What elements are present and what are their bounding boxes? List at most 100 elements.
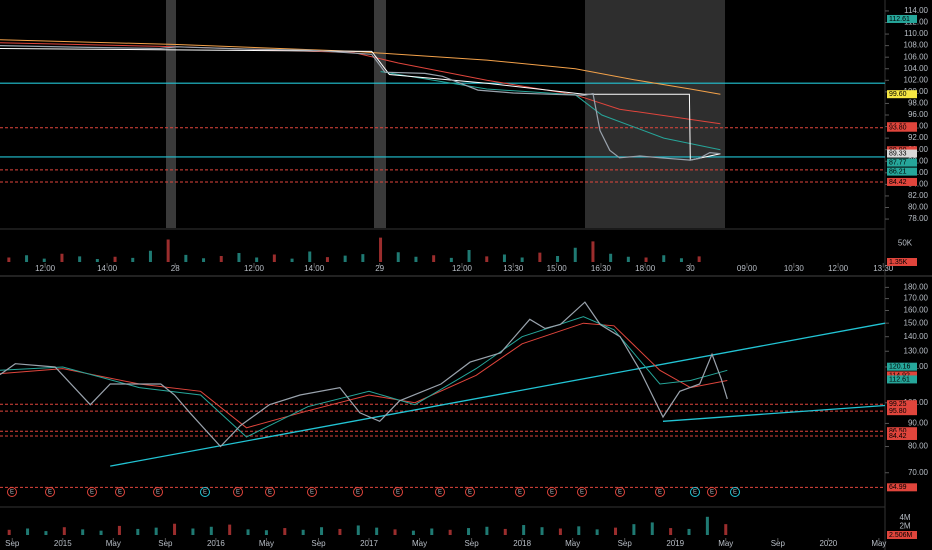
volume-bar bbox=[540, 527, 544, 535]
volume-bar bbox=[60, 253, 64, 262]
earnings-marker bbox=[435, 487, 445, 497]
earnings-label: E bbox=[438, 490, 442, 496]
earnings-marker bbox=[730, 487, 740, 497]
volume-bar bbox=[396, 252, 400, 262]
y-tick-label: 92.00 bbox=[908, 133, 929, 142]
earnings-marker bbox=[393, 487, 403, 497]
earnings-marker bbox=[87, 487, 97, 497]
price-tag bbox=[887, 483, 917, 492]
volume-bar bbox=[669, 528, 673, 535]
volume-tick-label: 2M bbox=[899, 521, 910, 530]
volume-bar bbox=[379, 237, 383, 262]
x-tick-label: 14:00 bbox=[304, 264, 325, 273]
y-tick-label: 104.00 bbox=[904, 64, 929, 73]
volume-bar bbox=[264, 530, 268, 535]
y-tick-label: 78.00 bbox=[908, 214, 929, 223]
volume-bar bbox=[301, 529, 305, 535]
x-tick-label: Sep bbox=[618, 539, 633, 548]
volume-bar bbox=[520, 257, 524, 262]
earnings-marker bbox=[655, 487, 665, 497]
volume-bar bbox=[320, 527, 324, 535]
earnings-label: E bbox=[48, 490, 52, 496]
x-tick-label: Sep bbox=[311, 539, 326, 548]
x-tick-label: 2018 bbox=[513, 539, 531, 548]
volume-bar bbox=[44, 531, 48, 535]
x-tick-label: May bbox=[412, 539, 427, 548]
price-tag-label: 84.42 bbox=[889, 433, 907, 440]
volume-bar bbox=[411, 530, 415, 535]
y-tick-label: 108.00 bbox=[904, 41, 929, 50]
volume-bar bbox=[113, 256, 117, 262]
volume-bar bbox=[308, 251, 312, 262]
x-tick-label: 14:00 bbox=[97, 264, 118, 273]
price-tag-label: 120.16 bbox=[889, 364, 911, 371]
volume-bar bbox=[237, 253, 241, 262]
y-tick-label: 90.00 bbox=[908, 145, 929, 154]
price-tag bbox=[887, 400, 917, 409]
y-tick-label: 96.00 bbox=[908, 110, 929, 119]
volume-bar bbox=[609, 253, 613, 262]
price-tag-label: 99.25 bbox=[889, 401, 907, 408]
x-tick-label: 2019 bbox=[666, 539, 684, 548]
earnings-marker bbox=[707, 487, 717, 497]
earnings-label: E bbox=[710, 490, 714, 496]
earnings-label: E bbox=[310, 490, 314, 496]
x-tick-label: 29 bbox=[375, 264, 384, 273]
volume-bar bbox=[283, 528, 287, 535]
y-tick-label: 94.00 bbox=[908, 122, 929, 131]
earnings-label: E bbox=[268, 490, 272, 496]
volume-bar bbox=[467, 528, 471, 535]
volume-bar bbox=[503, 528, 507, 535]
volume-bar bbox=[209, 526, 213, 535]
earnings-label: E bbox=[580, 490, 584, 496]
volume-bar bbox=[502, 254, 506, 262]
y-tick-label: 170.00 bbox=[904, 294, 929, 303]
volume-bar bbox=[522, 525, 526, 535]
price-tag bbox=[887, 177, 917, 186]
price-line bbox=[0, 48, 721, 161]
earnings-label: E bbox=[658, 490, 662, 496]
y-tick-label: 130.00 bbox=[904, 346, 929, 355]
earnings-marker bbox=[615, 487, 625, 497]
earnings-label: E bbox=[10, 490, 14, 496]
y-tick-label: 82.00 bbox=[908, 191, 929, 200]
earnings-label: E bbox=[90, 490, 94, 496]
volume-bar bbox=[449, 257, 453, 262]
earnings-label: E bbox=[396, 490, 400, 496]
y-tick-label: 88.00 bbox=[908, 156, 929, 165]
volume-bar bbox=[650, 522, 654, 535]
price-tag-label: 112.61 bbox=[889, 16, 910, 23]
y-tick-label: 160.00 bbox=[904, 306, 929, 315]
earnings-marker bbox=[265, 487, 275, 497]
earnings-label: E bbox=[518, 490, 522, 496]
volume-bar bbox=[595, 529, 599, 535]
price-tag bbox=[887, 362, 917, 371]
volume-bar bbox=[393, 529, 397, 535]
price-line bbox=[0, 322, 728, 429]
price-tag-label: 89.33 bbox=[889, 150, 907, 157]
earnings-marker bbox=[307, 487, 317, 497]
volume-bar bbox=[7, 257, 11, 262]
volume-tag bbox=[887, 531, 917, 539]
volume-bar bbox=[154, 527, 158, 535]
y-tick-label: 80.00 bbox=[908, 442, 929, 451]
volume-bar bbox=[577, 526, 581, 535]
volume-bar bbox=[191, 528, 195, 535]
x-tick-label: 16:30 bbox=[591, 264, 612, 273]
volume-bar bbox=[81, 529, 85, 535]
x-tick-label: 28 bbox=[171, 264, 180, 273]
volume-bar bbox=[343, 255, 347, 262]
volume-bar bbox=[614, 527, 618, 535]
volume-bar bbox=[131, 257, 135, 262]
price-tag-label: 95.80 bbox=[889, 408, 907, 415]
volume-bar bbox=[448, 529, 452, 535]
volume-bar bbox=[356, 525, 360, 535]
price-line bbox=[0, 301, 728, 448]
earnings-label: E bbox=[693, 490, 697, 496]
volume-bar bbox=[679, 258, 683, 262]
volume-bar bbox=[184, 254, 188, 262]
x-tick-label: 13:30 bbox=[503, 264, 524, 273]
earnings-marker bbox=[465, 487, 475, 497]
earnings-marker bbox=[233, 487, 243, 497]
earnings-label: E bbox=[203, 490, 207, 496]
